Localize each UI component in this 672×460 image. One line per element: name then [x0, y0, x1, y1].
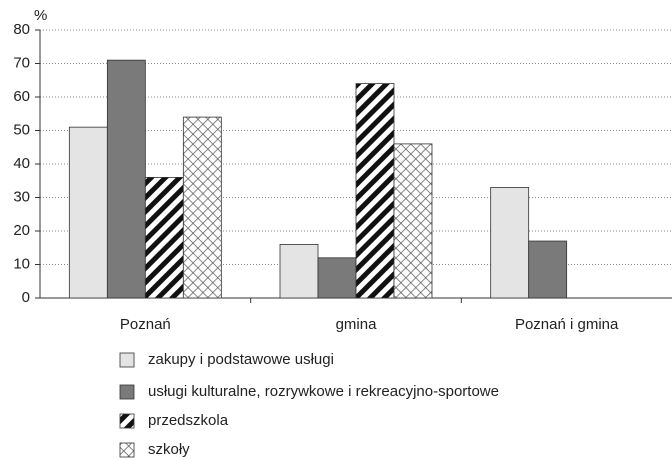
bar [68, 126, 108, 299]
bar [355, 83, 395, 299]
y-tick-label: 20 [13, 222, 30, 239]
y-tick-label: 80 [13, 21, 30, 38]
y-tick-label: 70 [13, 54, 30, 71]
legend-label: przedszkola [148, 412, 229, 429]
x-tick-label: Poznań i gmina [515, 316, 619, 333]
y-tick-label: 40 [13, 155, 30, 172]
legend-swatch [119, 413, 135, 429]
bar [490, 187, 530, 299]
bar [279, 243, 319, 299]
y-axis-label: % [34, 7, 47, 24]
legend-swatch [119, 352, 135, 368]
bar [393, 143, 433, 299]
legend-swatch [119, 384, 135, 400]
x-tick-label: Poznań [120, 316, 171, 333]
legend-label: usługi kulturalne, rozrywkowe i rekreacy… [148, 383, 499, 400]
legend-label: szkoły [148, 441, 190, 458]
bar [182, 116, 222, 299]
bar [106, 59, 146, 299]
y-tick-label: 50 [13, 121, 30, 138]
y-tick-label: 10 [13, 255, 30, 272]
x-tick-label: gmina [336, 316, 378, 333]
y-tick-label: 60 [13, 88, 30, 105]
bar [144, 176, 184, 299]
legend-label: zakupy i podstawowe usługi [148, 351, 334, 368]
y-tick-label: 0 [22, 289, 30, 306]
y-tick-label: 30 [13, 188, 30, 205]
legend-swatch [119, 442, 135, 458]
bar [528, 240, 568, 299]
bar [317, 257, 357, 299]
